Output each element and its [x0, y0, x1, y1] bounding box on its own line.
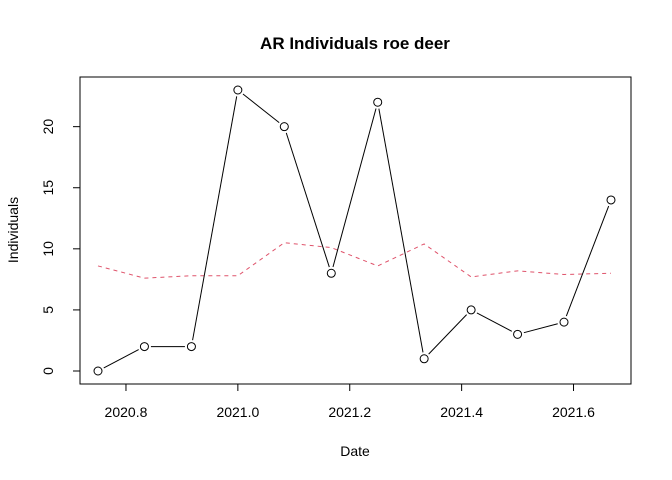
x-tick-label: 2021.4 [440, 404, 483, 420]
series-layer [93, 85, 616, 376]
series-segment [428, 314, 467, 355]
dashed-series [97, 242, 612, 279]
data-point [93, 366, 103, 376]
series-segment [285, 132, 330, 268]
chart-title: AR Individuals roe deer [260, 34, 450, 53]
series-segment [242, 93, 280, 124]
series-segment [332, 108, 377, 268]
x-tick-label: 2021.2 [328, 404, 371, 420]
data-point [186, 342, 196, 352]
y-tick-label: 15 [40, 180, 56, 196]
data-point [233, 85, 243, 95]
x-tick-label: 2020.8 [105, 404, 148, 420]
series-line [97, 242, 612, 279]
data-point [373, 97, 383, 107]
series-segment [476, 312, 513, 332]
y-tick-label: 5 [40, 306, 56, 314]
series-segment [103, 349, 139, 369]
y-tick-label: 10 [40, 241, 56, 257]
y-axis-label: Individuals [5, 197, 21, 263]
data-point [279, 122, 289, 132]
y-tick-label: 20 [40, 119, 56, 135]
y-axis: 0 5 10 15 20 [40, 119, 81, 375]
data-point [559, 317, 569, 327]
x-tick-label: 2021.6 [552, 404, 595, 420]
series-segment [192, 96, 238, 341]
data-point [419, 354, 429, 364]
data-point [606, 195, 616, 205]
plot-frame [79, 76, 632, 385]
data-point [466, 305, 476, 315]
x-axis-label: Date [340, 443, 370, 459]
data-point [513, 329, 523, 339]
x-axis: 2020.8 2021.0 2021.2 2021.4 2021.6 [105, 383, 595, 420]
x-tick-label: 2021.0 [216, 404, 259, 420]
data-point [326, 268, 336, 278]
series-segment [565, 205, 610, 317]
observed-series [93, 85, 616, 376]
series-segment [378, 108, 424, 353]
y-tick-label: 0 [40, 367, 56, 375]
data-point [139, 342, 149, 352]
series-segment [523, 323, 558, 334]
